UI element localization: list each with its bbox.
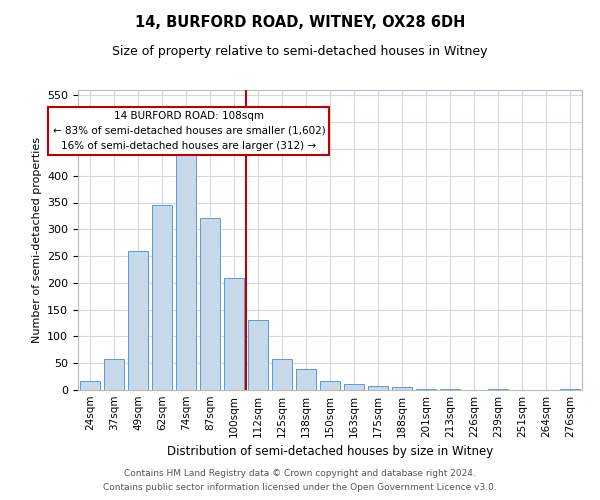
- Bar: [320, 382, 340, 390]
- Y-axis label: Number of semi-detached properties: Number of semi-detached properties: [32, 137, 41, 343]
- Bar: [296, 368, 316, 390]
- X-axis label: Distribution of semi-detached houses by size in Witney: Distribution of semi-detached houses by …: [167, 446, 493, 458]
- Bar: [128, 250, 148, 390]
- Bar: [176, 150, 196, 390]
- Bar: [200, 218, 220, 390]
- Bar: [272, 360, 292, 390]
- Bar: [104, 359, 124, 390]
- Text: 14, BURFORD ROAD, WITNEY, OX28 6DH: 14, BURFORD ROAD, WITNEY, OX28 6DH: [135, 15, 465, 30]
- Bar: [224, 278, 244, 390]
- Text: 14 BURFORD ROAD: 108sqm
← 83% of semi-detached houses are smaller (1,602)
16% of: 14 BURFORD ROAD: 108sqm ← 83% of semi-de…: [53, 111, 325, 150]
- Text: Contains public sector information licensed under the Open Government Licence v3: Contains public sector information licen…: [103, 484, 497, 492]
- Text: Contains HM Land Registry data © Crown copyright and database right 2024.: Contains HM Land Registry data © Crown c…: [124, 468, 476, 477]
- Bar: [392, 388, 412, 390]
- Bar: [152, 205, 172, 390]
- Bar: [248, 320, 268, 390]
- Bar: [416, 389, 436, 390]
- Text: Size of property relative to semi-detached houses in Witney: Size of property relative to semi-detach…: [112, 45, 488, 58]
- Bar: [368, 386, 388, 390]
- Bar: [80, 381, 100, 390]
- Bar: [344, 384, 364, 390]
